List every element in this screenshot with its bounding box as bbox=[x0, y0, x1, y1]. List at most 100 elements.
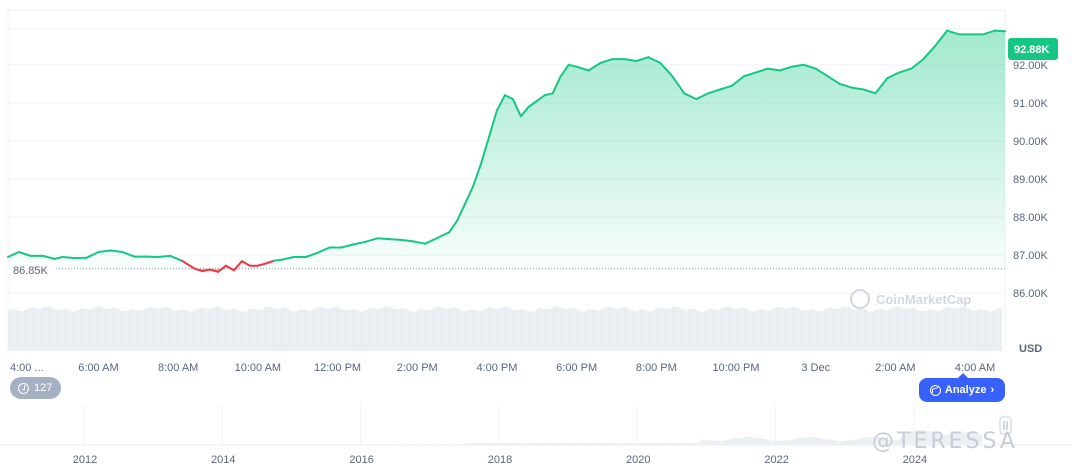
volume-bar bbox=[250, 308, 252, 351]
volume-bar bbox=[636, 310, 638, 351]
volume-bar bbox=[988, 311, 990, 351]
price-line-segment bbox=[910, 58, 925, 70]
volume-bar bbox=[772, 309, 774, 351]
volume-bar bbox=[332, 307, 334, 351]
volume-bar bbox=[766, 310, 768, 351]
volume-bar bbox=[658, 307, 660, 351]
volume-bar bbox=[306, 310, 308, 351]
volume-bar bbox=[266, 306, 268, 351]
volume-bar bbox=[592, 309, 594, 351]
x-tick-label: 8:00 AM bbox=[158, 362, 198, 374]
price-line-segment bbox=[97, 249, 112, 253]
volume-bar bbox=[646, 310, 648, 351]
price-line-segment bbox=[495, 94, 506, 112]
volume-bar bbox=[824, 309, 826, 351]
x-tick-label: 6:00 AM bbox=[78, 362, 118, 374]
volume-bar bbox=[940, 310, 942, 351]
volume-bar bbox=[652, 310, 654, 351]
volume-bar bbox=[618, 308, 620, 351]
volume-bar bbox=[12, 309, 14, 351]
volume-bar bbox=[366, 309, 368, 351]
volume-bar bbox=[680, 308, 682, 351]
volume-bar bbox=[526, 310, 528, 351]
volume-bar bbox=[130, 309, 132, 351]
volume-bar bbox=[70, 311, 72, 351]
volume-bar bbox=[52, 308, 54, 351]
volume-bar bbox=[90, 309, 92, 351]
price-line-segment bbox=[587, 61, 602, 72]
volume-bar bbox=[196, 309, 198, 351]
volume-bar bbox=[1000, 308, 1002, 351]
history-count-button[interactable]: 127 bbox=[10, 377, 62, 399]
price-line-segment bbox=[814, 67, 829, 78]
volume-bar bbox=[172, 309, 174, 351]
volume-bar bbox=[694, 309, 696, 351]
volume-bar bbox=[256, 309, 258, 351]
volume-bar bbox=[498, 308, 500, 351]
volume-bar bbox=[372, 308, 374, 351]
volume-bar bbox=[338, 307, 340, 351]
x-tick-label: 2:00 AM bbox=[875, 362, 915, 374]
volume-bar bbox=[826, 308, 828, 351]
volume-bar bbox=[632, 310, 634, 351]
volume-bar bbox=[920, 311, 922, 351]
volume-bar bbox=[628, 308, 630, 351]
volume-bar bbox=[848, 307, 850, 351]
volume-bar bbox=[74, 311, 76, 351]
price-line-segment bbox=[232, 260, 243, 272]
volume-bar bbox=[902, 308, 904, 351]
volume-bar bbox=[270, 306, 272, 351]
analyze-button[interactable]: Analyze › bbox=[919, 373, 1005, 402]
volume-bar bbox=[614, 308, 616, 351]
volume-bar bbox=[14, 309, 16, 351]
price-line-segment bbox=[480, 136, 490, 165]
volume-bar bbox=[68, 310, 70, 351]
volume-bar bbox=[584, 311, 586, 351]
volume-bar bbox=[466, 310, 468, 351]
navigator-tick-label: 2016 bbox=[349, 454, 373, 466]
price-line-segment bbox=[340, 243, 355, 249]
volume-bar bbox=[854, 309, 856, 351]
volume-bar bbox=[924, 310, 926, 351]
volume-bar bbox=[938, 310, 940, 351]
volume-bar bbox=[922, 311, 924, 351]
volume-bar bbox=[346, 310, 348, 351]
volume-bar bbox=[414, 311, 416, 351]
volume-bar bbox=[38, 308, 40, 351]
volume-bar bbox=[756, 310, 758, 351]
range-navigator[interactable] bbox=[0, 405, 1072, 446]
teressa-signature: @TERESSA bbox=[872, 429, 1018, 454]
price-line-segment bbox=[934, 29, 949, 47]
volume-bar bbox=[900, 307, 902, 351]
volume-bar bbox=[216, 306, 218, 351]
volume-bar bbox=[788, 308, 790, 351]
price-line-segment bbox=[169, 254, 184, 262]
navigator-handle[interactable] bbox=[999, 416, 1012, 435]
volume-bar bbox=[886, 309, 888, 351]
volume-bar bbox=[100, 306, 102, 351]
volume-bar bbox=[198, 308, 200, 351]
volume-bar bbox=[770, 310, 772, 351]
price-line-segment bbox=[778, 65, 793, 72]
volume-bar bbox=[798, 308, 800, 351]
volume-bar bbox=[422, 309, 424, 351]
price-line-segment bbox=[559, 63, 570, 78]
volume-bar bbox=[748, 310, 750, 351]
volume-bar bbox=[242, 311, 244, 351]
volume-bar bbox=[458, 308, 460, 351]
volume-bar bbox=[708, 308, 710, 351]
volume-bar bbox=[184, 309, 186, 351]
volume-bar bbox=[716, 309, 718, 351]
volume-bar bbox=[542, 308, 544, 351]
price-line-segment bbox=[862, 88, 877, 95]
price-line-segment bbox=[448, 219, 459, 234]
price-line-segment bbox=[519, 105, 530, 118]
volume-bar bbox=[48, 306, 50, 351]
volume-bar bbox=[912, 307, 914, 351]
volume-bar bbox=[32, 307, 34, 351]
volume-bar bbox=[564, 309, 566, 351]
volume-bar bbox=[160, 308, 162, 351]
volume-bar bbox=[150, 306, 152, 351]
volume-bar bbox=[50, 307, 52, 351]
